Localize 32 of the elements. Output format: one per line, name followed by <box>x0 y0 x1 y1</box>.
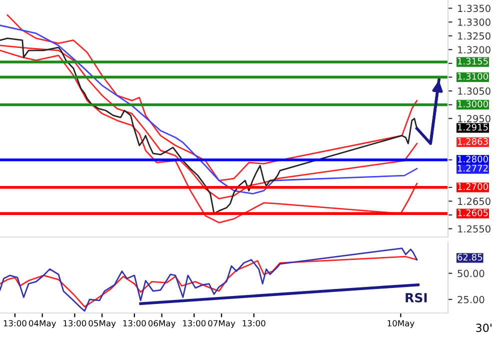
y-tick-label: 1.3200 <box>458 46 490 54</box>
y-tick-label: 50.00 <box>458 270 484 278</box>
y-tick-label: 1.3250 <box>458 32 490 40</box>
x-tick-label: 13:00 <box>4 320 26 326</box>
text: 1.2915 <box>458 124 488 131</box>
ref-line-label: 1.3100 <box>458 72 488 80</box>
x-tick-label: 13:00 <box>183 320 206 326</box>
text: 1.2772 <box>458 164 488 172</box>
x-tick-label: 10May <box>388 320 414 328</box>
x-tick-label: 13:00 <box>242 320 266 326</box>
y-tick-label: 1.3350 <box>458 4 490 12</box>
x-tick-label: 13:00 <box>123 320 146 326</box>
ref-line-label: 1.3000 <box>458 100 488 108</box>
annotation: RSI <box>406 292 427 302</box>
x-tick-label: 07May <box>208 320 236 328</box>
x-tick-label: 13:00 <box>64 320 86 326</box>
ref-line-label: 1.2605 <box>458 209 488 216</box>
x-tick-label: 04May <box>28 320 56 328</box>
y-tick-label: 25.00 <box>458 296 484 304</box>
text: 30' <box>476 324 492 332</box>
ref-line-label: 1.3155 <box>458 58 488 65</box>
x-tick-label: 06May <box>148 320 176 328</box>
y-tick-label: 1.2550 <box>458 225 490 233</box>
y-tick-label: 1.3300 <box>458 18 490 26</box>
text: 62.85 <box>458 254 482 261</box>
ref-line-label: 1.2800 <box>458 156 488 162</box>
x-tick-label: 05May <box>88 320 116 328</box>
y-tick-label: 1.3050 <box>458 87 490 95</box>
text: 1.2863 <box>458 138 488 145</box>
ref-line-label: 1.2700 <box>458 183 488 190</box>
y-tick-label: 1.2650 <box>458 198 490 206</box>
y-tick-label: 1.2950 <box>458 114 490 122</box>
